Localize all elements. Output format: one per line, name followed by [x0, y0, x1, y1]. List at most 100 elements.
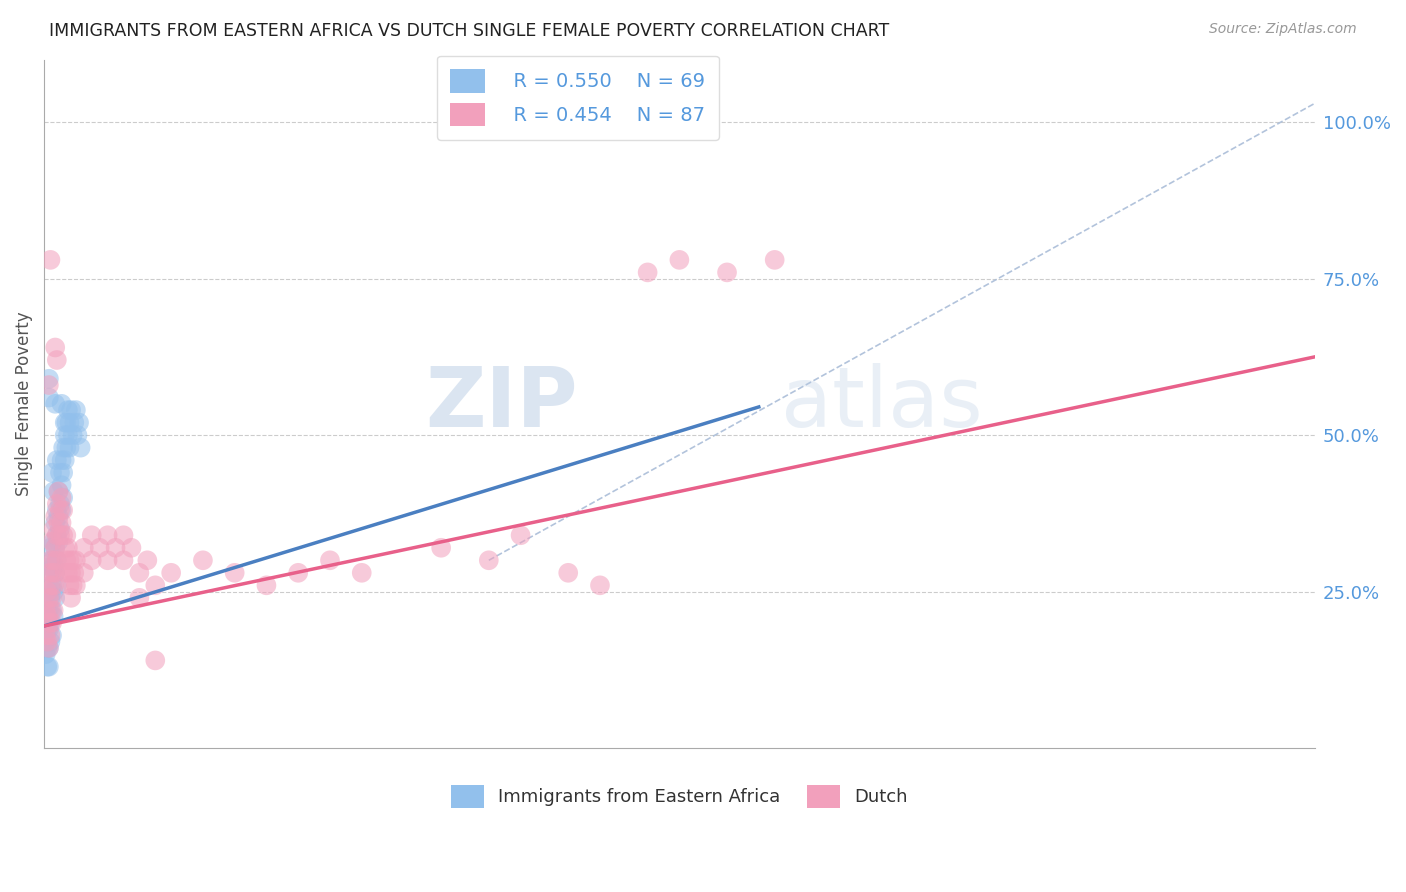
- Point: [65, 403, 87, 417]
- Point: [41, 578, 63, 592]
- Point: [56, 541, 79, 555]
- Point: [35, 647, 58, 661]
- Point: [45, 553, 67, 567]
- Point: [52, 466, 75, 480]
- Point: [39, 559, 62, 574]
- Point: [42, 609, 65, 624]
- Point: [53, 541, 76, 555]
- Point: [48, 534, 70, 549]
- Point: [38, 584, 60, 599]
- Point: [44, 591, 66, 605]
- Point: [256, 578, 278, 592]
- Point: [509, 528, 531, 542]
- Point: [62, 553, 84, 567]
- Point: [39, 252, 62, 267]
- Point: [45, 353, 67, 368]
- Point: [51, 397, 73, 411]
- Point: [39, 566, 62, 580]
- Point: [589, 578, 612, 592]
- Point: [48, 484, 70, 499]
- Point: [44, 541, 66, 555]
- Point: [63, 416, 86, 430]
- Point: [58, 578, 80, 592]
- Point: [49, 528, 72, 542]
- Point: [41, 566, 63, 580]
- Point: [49, 466, 72, 480]
- Point: [53, 453, 76, 467]
- Point: [56, 428, 79, 442]
- Point: [37, 603, 59, 617]
- Point: [69, 441, 91, 455]
- Point: [41, 466, 63, 480]
- Point: [121, 541, 143, 555]
- Point: [66, 428, 89, 442]
- Point: [37, 584, 59, 599]
- Point: [55, 416, 77, 430]
- Point: [224, 566, 246, 580]
- Y-axis label: Single Female Poverty: Single Female Poverty: [15, 311, 32, 496]
- Point: [143, 578, 166, 592]
- Point: [97, 528, 120, 542]
- Point: [430, 541, 453, 555]
- Point: [128, 566, 150, 580]
- Point: [49, 503, 72, 517]
- Point: [44, 397, 66, 411]
- Point: [48, 509, 70, 524]
- Point: [60, 566, 83, 580]
- Point: [104, 541, 127, 555]
- Point: [112, 528, 135, 542]
- Point: [65, 553, 87, 567]
- Point: [41, 615, 63, 630]
- Point: [39, 615, 62, 630]
- Point: [143, 653, 166, 667]
- Point: [637, 265, 659, 279]
- Point: [136, 553, 159, 567]
- Point: [55, 441, 77, 455]
- Point: [38, 566, 60, 580]
- Point: [49, 522, 72, 536]
- Point: [58, 416, 80, 430]
- Point: [38, 615, 60, 630]
- Point: [42, 534, 65, 549]
- Point: [112, 553, 135, 567]
- Point: [44, 566, 66, 580]
- Point: [51, 478, 73, 492]
- Point: [45, 578, 67, 592]
- Point: [35, 603, 58, 617]
- Text: atlas: atlas: [782, 363, 983, 444]
- Point: [42, 559, 65, 574]
- Point: [42, 603, 65, 617]
- Point: [60, 591, 83, 605]
- Point: [39, 591, 62, 605]
- Point: [97, 553, 120, 567]
- Point: [42, 578, 65, 592]
- Point: [716, 265, 738, 279]
- Point: [44, 566, 66, 580]
- Point: [53, 428, 76, 442]
- Point: [39, 634, 62, 648]
- Point: [58, 441, 80, 455]
- Point: [38, 603, 60, 617]
- Point: [53, 416, 76, 430]
- Point: [39, 541, 62, 555]
- Point: [42, 553, 65, 567]
- Point: [45, 503, 67, 517]
- Point: [128, 591, 150, 605]
- Point: [80, 553, 103, 567]
- Point: [160, 566, 183, 580]
- Point: [37, 659, 59, 673]
- Point: [45, 453, 67, 467]
- Point: [38, 391, 60, 405]
- Point: [41, 628, 63, 642]
- Point: [48, 516, 70, 530]
- Point: [62, 428, 84, 442]
- Point: [557, 566, 579, 580]
- Point: [287, 566, 309, 580]
- Point: [38, 591, 60, 605]
- Point: [62, 578, 84, 592]
- Point: [58, 553, 80, 567]
- Point: [48, 484, 70, 499]
- Point: [763, 252, 786, 267]
- Text: Source: ZipAtlas.com: Source: ZipAtlas.com: [1209, 22, 1357, 37]
- Point: [45, 528, 67, 542]
